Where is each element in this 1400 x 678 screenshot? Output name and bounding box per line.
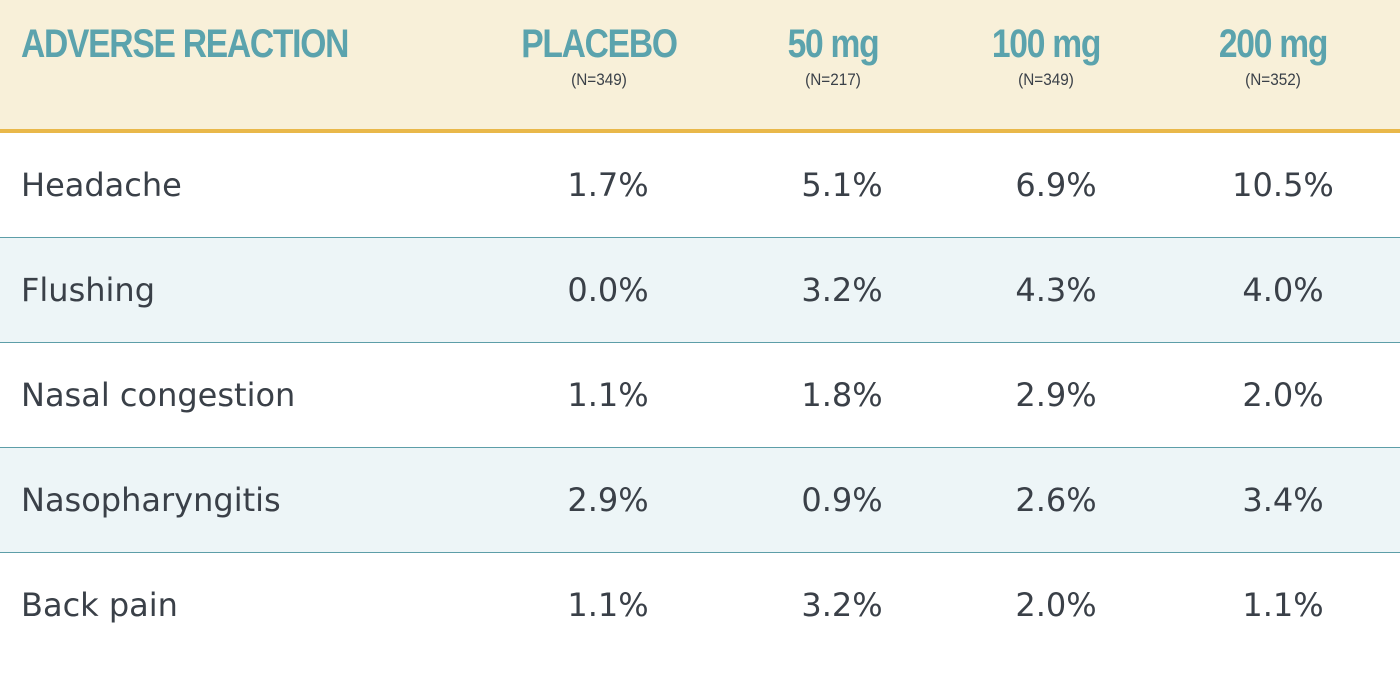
- row-label: Back pain: [21, 586, 178, 624]
- header-50mg: 50 mg (N=217): [733, 18, 933, 90]
- cell-100mg: 2.6%: [1015, 481, 1097, 519]
- header-col-n: (N=349): [571, 70, 627, 89]
- header-col-n: (N=352): [1245, 70, 1301, 89]
- header-200mg: 200 mg (N=352): [1173, 18, 1373, 90]
- table-header: ADVERSE REACTION PLACEBO (N=349) 50 mg (…: [0, 0, 1400, 133]
- table-row: Nasal congestion 1.1% 1.8% 2.9% 2.0%: [0, 343, 1400, 448]
- header-col-n: (N=217): [805, 70, 861, 89]
- cell-50mg: 3.2%: [801, 271, 883, 309]
- cell-placebo: 1.7%: [567, 166, 649, 204]
- cell-placebo: 1.1%: [567, 376, 649, 414]
- header-100mg: 100 mg (N=349): [946, 18, 1146, 90]
- cell-placebo: 0.0%: [567, 271, 649, 309]
- table-row: Nasopharyngitis 2.9% 0.9% 2.6% 3.4%: [0, 448, 1400, 553]
- header-col-n: (N=349): [1018, 70, 1074, 89]
- header-col-title: PLACEBO: [521, 22, 678, 66]
- header-adverse-reaction: ADVERSE REACTION: [21, 18, 410, 70]
- header-adverse-reaction-title: ADVERSE REACTION: [21, 22, 349, 66]
- cell-200mg: 10.5%: [1232, 166, 1334, 204]
- cell-200mg: 1.1%: [1242, 586, 1324, 624]
- cell-100mg: 6.9%: [1015, 166, 1097, 204]
- cell-100mg: 2.0%: [1015, 586, 1097, 624]
- row-label: Nasopharyngitis: [21, 481, 281, 519]
- cell-placebo: 2.9%: [567, 481, 649, 519]
- table-row: Back pain 1.1% 3.2% 2.0% 1.1%: [0, 553, 1400, 665]
- cell-100mg: 4.3%: [1015, 271, 1097, 309]
- cell-50mg: 0.9%: [801, 481, 883, 519]
- cell-200mg: 3.4%: [1242, 481, 1324, 519]
- cell-50mg: 1.8%: [801, 376, 883, 414]
- row-label: Headache: [21, 166, 182, 204]
- header-col-title: 200 mg: [1218, 22, 1329, 66]
- cell-50mg: 3.2%: [801, 586, 883, 624]
- row-label: Flushing: [21, 271, 156, 309]
- cell-200mg: 4.0%: [1242, 271, 1324, 309]
- cell-100mg: 2.9%: [1015, 376, 1097, 414]
- header-col-title: 50 mg: [787, 22, 880, 66]
- header-col-title: 100 mg: [991, 22, 1102, 66]
- row-label: Nasal congestion: [21, 376, 296, 414]
- cell-50mg: 5.1%: [801, 166, 883, 204]
- header-placebo: PLACEBO (N=349): [499, 18, 699, 90]
- cell-placebo: 1.1%: [567, 586, 649, 624]
- table-row: Flushing 0.0% 3.2% 4.3% 4.0%: [0, 238, 1400, 343]
- cell-200mg: 2.0%: [1242, 376, 1324, 414]
- table-row: Headache 1.7% 5.1% 6.9% 10.5%: [0, 133, 1400, 238]
